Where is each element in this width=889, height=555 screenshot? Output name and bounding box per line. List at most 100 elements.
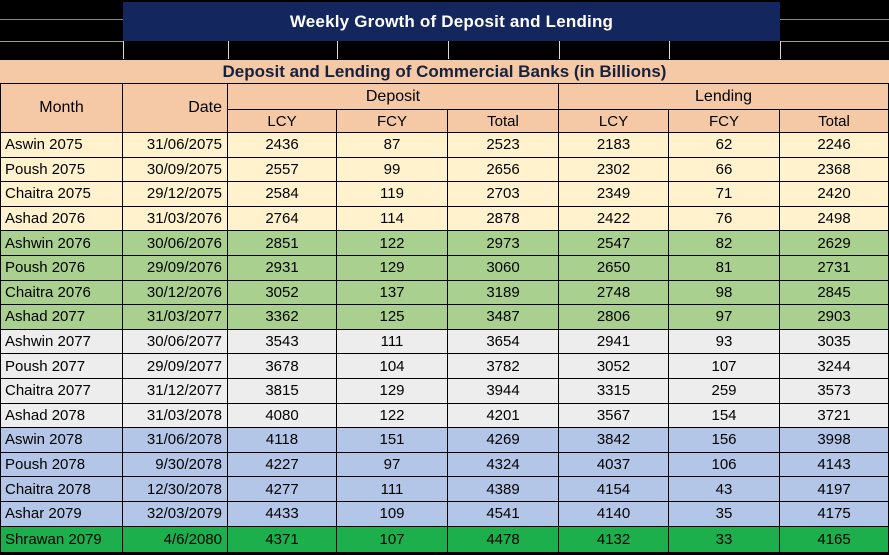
cell-lending-fcy[interactable]: 97 [669,305,780,330]
cell-date[interactable]: 30/06/2076 [123,231,228,256]
cell-date[interactable]: 29/09/2077 [123,354,228,379]
cell-deposit-total[interactable]: 3944 [448,378,559,404]
cell-deposit-lcy[interactable]: 4277 [228,477,337,502]
cell-deposit-fcy[interactable]: 122 [337,403,448,429]
cell-month[interactable]: Ashwin 2076 [0,231,123,256]
cell-lending-total[interactable]: 2845 [780,280,889,306]
cell-deposit-fcy[interactable]: 104 [337,354,448,379]
cell-lending-lcy[interactable]: 2547 [559,231,669,256]
cell-lending-lcy[interactable]: 4154 [559,477,669,502]
cell-lending-total[interactable]: 4165 [780,526,889,553]
cell-lending-total[interactable]: 2368 [780,157,889,183]
cell-month[interactable]: Poush 2077 [0,354,123,379]
column-header-date[interactable]: Date [123,84,228,133]
cell-deposit-lcy[interactable]: 2584 [228,182,337,207]
cell-lending-lcy[interactable]: 2941 [559,329,669,355]
cell-lending-lcy[interactable]: 3567 [559,403,669,429]
cell-lending-lcy[interactable]: 2302 [559,157,669,183]
cell-month[interactable]: Ashad 2077 [0,305,123,330]
cell-deposit-fcy[interactable]: 111 [337,329,448,355]
cell-deposit-total[interactable]: 3060 [448,255,559,281]
cell-deposit-lcy[interactable]: 3362 [228,305,337,330]
cell-date[interactable]: 4/6/2080 [123,526,228,553]
cell-deposit-lcy[interactable]: 4371 [228,526,337,553]
cell-lending-lcy[interactable]: 2650 [559,255,669,281]
cell-deposit-lcy[interactable]: 4433 [228,501,337,527]
cell-deposit-fcy[interactable]: 111 [337,477,448,502]
cell-lending-fcy[interactable]: 93 [669,329,780,355]
cell-deposit-fcy[interactable]: 109 [337,501,448,527]
cell-lending-total[interactable]: 4143 [780,452,889,478]
cell-lending-lcy[interactable]: 2748 [559,280,669,306]
column-header-lending-fcy[interactable]: FCY [669,110,780,133]
cell-lending-total[interactable]: 4197 [780,477,889,502]
cell-deposit-total[interactable]: 4389 [448,477,559,502]
cell-deposit-fcy[interactable]: 129 [337,378,448,404]
cell-deposit-lcy[interactable]: 3052 [228,280,337,306]
column-header-deposit-lcy[interactable]: LCY [228,110,337,133]
column-header-lending-total[interactable]: Total [780,110,889,133]
cell-deposit-fcy[interactable]: 99 [337,157,448,183]
cell-deposit-total[interactable]: 2973 [448,231,559,256]
cell-deposit-fcy[interactable]: 125 [337,305,448,330]
cell-lending-fcy[interactable]: 81 [669,255,780,281]
title-banner-cell[interactable]: Weekly Growth of Deposit and Lending [123,2,780,41]
cell-date[interactable]: 30/06/2077 [123,329,228,355]
cell-lending-total[interactable]: 3721 [780,403,889,429]
cell-deposit-lcy[interactable]: 3678 [228,354,337,379]
cell-lending-total[interactable]: 2731 [780,255,889,281]
cell-deposit-total[interactable]: 3654 [448,329,559,355]
cell-month[interactable]: Chaitra 2076 [0,280,123,306]
cell-month[interactable]: Ashad 2078 [0,403,123,429]
cell-deposit-fcy[interactable]: 119 [337,182,448,207]
cell-deposit-fcy[interactable]: 129 [337,255,448,281]
cell-lending-fcy[interactable]: 98 [669,280,780,306]
cell-date[interactable]: 29/09/2076 [123,255,228,281]
cell-deposit-lcy[interactable]: 2436 [228,133,337,158]
cell-date[interactable]: 29/12/2075 [123,182,228,207]
cell-lending-fcy[interactable]: 71 [669,182,780,207]
cell-deposit-fcy[interactable]: 137 [337,280,448,306]
cell-lending-fcy[interactable]: 43 [669,477,780,502]
table-subtitle-cell[interactable]: Deposit and Lending of Commercial Banks … [0,59,889,84]
cell-deposit-total[interactable]: 4478 [448,526,559,553]
cell-month[interactable]: Aswin 2075 [0,133,123,158]
cell-lending-lcy[interactable]: 3315 [559,378,669,404]
cell-deposit-total[interactable]: 3782 [448,354,559,379]
cell-lending-lcy[interactable]: 4132 [559,526,669,553]
cell-lending-lcy[interactable]: 2183 [559,133,669,158]
cell-lending-fcy[interactable]: 154 [669,403,780,429]
cell-lending-lcy[interactable]: 3052 [559,354,669,379]
cell-lending-lcy[interactable]: 3842 [559,428,669,453]
cell-deposit-total[interactable]: 2703 [448,182,559,207]
cell-month[interactable]: Chaitra 2078 [0,477,123,502]
cell-lending-fcy[interactable]: 66 [669,157,780,183]
cell-date[interactable]: 12/30/2078 [123,477,228,502]
cell-lending-lcy[interactable]: 4037 [559,452,669,478]
column-header-deposit-fcy[interactable]: FCY [337,110,448,133]
cell-lending-lcy[interactable]: 2422 [559,206,669,232]
cell-date[interactable]: 31/03/2078 [123,403,228,429]
cell-month[interactable]: Ashwin 2077 [0,329,123,355]
cell-lending-fcy[interactable]: 107 [669,354,780,379]
cell-lending-fcy[interactable]: 106 [669,452,780,478]
cell-lending-fcy[interactable]: 156 [669,428,780,453]
cell-deposit-total[interactable]: 3487 [448,305,559,330]
cell-deposit-total[interactable]: 4269 [448,428,559,453]
cell-lending-total[interactable]: 3244 [780,354,889,379]
cell-month[interactable]: Chaitra 2077 [0,378,123,404]
column-group-lending[interactable]: Lending [559,84,889,110]
column-header-month[interactable]: Month [0,84,123,133]
cell-deposit-lcy[interactable]: 4227 [228,452,337,478]
cell-lending-fcy[interactable]: 33 [669,526,780,553]
cell-deposit-total[interactable]: 2523 [448,133,559,158]
cell-lending-total[interactable]: 2420 [780,182,889,207]
cell-date[interactable]: 30/09/2075 [123,157,228,183]
cell-month[interactable]: Ashar 2079 [0,501,123,527]
cell-lending-fcy[interactable]: 62 [669,133,780,158]
cell-lending-lcy[interactable]: 4140 [559,501,669,527]
cell-deposit-total[interactable]: 4541 [448,501,559,527]
cell-month[interactable]: Shrawan 2079 [0,526,123,553]
cell-month[interactable]: Ashad 2076 [0,206,123,232]
cell-deposit-total[interactable]: 4201 [448,403,559,429]
